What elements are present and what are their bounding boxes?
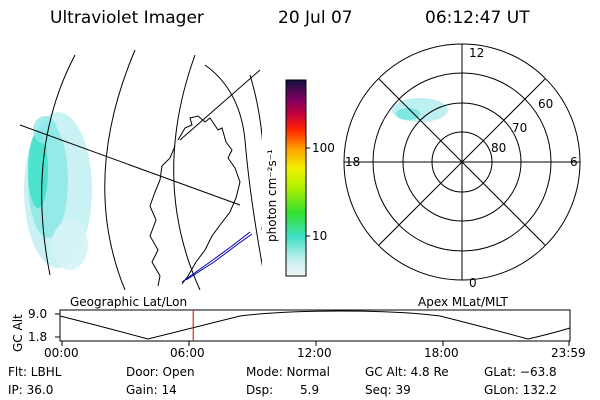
coastline-blue (181, 231, 251, 283)
colorbar-tick-label-100: 100 (312, 141, 335, 155)
dsp-label: Dsp: (246, 383, 274, 397)
colorbar-tick-label-10: 10 (312, 229, 328, 243)
seq-readout: Seq: 39 (365, 383, 411, 397)
xtick-label: 06:00 (170, 346, 205, 360)
altitude-plot-frame (59, 309, 571, 342)
mlat-label-80: 80 (491, 141, 507, 155)
mlat-label-70: 70 (512, 121, 528, 135)
geographic-map (19, 49, 262, 290)
xtick-label: 23:59 (551, 346, 586, 360)
mlt-label-0: 0 (469, 276, 477, 290)
geographic-title: Geographic Lat/Lon (70, 295, 188, 309)
grid-meridian (204, 64, 262, 267)
xtick-label: 12:00 (297, 346, 332, 360)
glat-readout: GLat: −63.8 (484, 365, 557, 379)
coastline-blue (185, 233, 253, 281)
grid-meridian (173, 54, 201, 290)
mlt-label-12: 12 (469, 46, 485, 60)
filter-readout: Flt: LBHL (8, 365, 62, 379)
xtick-label: 00:00 (44, 346, 79, 360)
grid-meridian (104, 49, 136, 290)
polar-plot (343, 43, 581, 281)
altitude-curve (59, 310, 571, 340)
date-label: 20 Jul 07 (278, 8, 353, 28)
ip-readout: IP: 36.0 (8, 383, 54, 397)
instrument-title: Ultraviolet Imager (50, 8, 204, 28)
aurora-emission-polar (396, 108, 420, 120)
coastline (149, 115, 241, 287)
grid-parallel (179, 69, 261, 141)
ytick-label-9: 9.0 (28, 307, 48, 321)
mlt-label-6: 6 (570, 155, 578, 169)
apex-title: Apex MLat/MLT (418, 295, 508, 309)
glon-readout: GLon: 132.2 (484, 383, 557, 397)
color-scale-bar (285, 79, 307, 277)
colorbar-unit-label: photon cm⁻²s⁻¹ (265, 149, 279, 242)
dsp-value: 5.9 (300, 383, 320, 397)
door-readout: Door: Open (126, 365, 195, 379)
gc-alt-readout: GC Alt: 4.8 Re (365, 365, 449, 379)
gain-readout: Gain: 14 (126, 383, 177, 397)
grid-meridian (249, 74, 262, 230)
ytick-label-1-8: 1.8 (28, 330, 48, 344)
aurora-emission-map (24, 112, 92, 270)
grid-meridian (41, 54, 76, 276)
mlt-label-18: 18 (345, 155, 361, 169)
grid-parallel (19, 124, 241, 206)
altitude-plot (55, 309, 571, 346)
xtick-label: 18:00 (424, 346, 459, 360)
mode-readout: Mode: Normal (246, 365, 330, 379)
time-label: 06:12:47 UT (425, 8, 530, 28)
polar-diagonal (378, 78, 546, 246)
altitude-ylabel: GC Alt (11, 314, 25, 352)
mlat-label-60: 60 (538, 97, 554, 111)
